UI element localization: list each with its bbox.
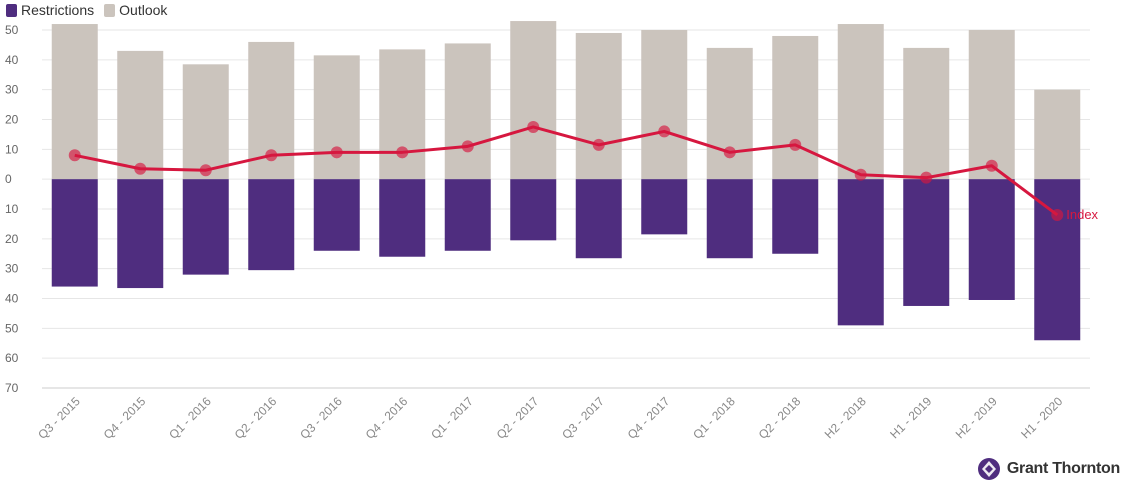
- x-axis: Q3 - 2015 Q4 - 2015 Q1 - 2016 Q2 - 2016 Q3 -…: [35, 387, 1090, 442]
- restrictions-bar[interactable]: [117, 179, 164, 289]
- brand-logo: Grant Thornton: [977, 457, 1120, 481]
- legend-label-outlook: Outlook: [119, 2, 168, 18]
- x-tick-label: Q1 - 2017: [428, 394, 476, 442]
- index-line: Index: [68, 120, 1099, 222]
- restrictions-bar[interactable]: [641, 179, 688, 235]
- outlook-bar[interactable]: [182, 64, 229, 180]
- outlook-bar[interactable]: [444, 43, 491, 180]
- index-point[interactable]: [265, 149, 278, 162]
- restrictions-bar[interactable]: [772, 179, 819, 254]
- outlook-bar[interactable]: [641, 30, 688, 180]
- restrictions-bar[interactable]: [575, 179, 622, 259]
- index-point[interactable]: [920, 171, 933, 184]
- x-tick-label: Q3 - 2015: [35, 394, 83, 442]
- bars: [51, 21, 1081, 341]
- x-tick-label: Q2 - 2016: [232, 394, 280, 442]
- index-point[interactable]: [854, 168, 867, 181]
- outlook-bar[interactable]: [706, 47, 753, 180]
- outlook-bar[interactable]: [379, 49, 426, 180]
- y-tick-label: 50: [5, 23, 19, 37]
- index-point[interactable]: [985, 159, 998, 172]
- y-tick-label: 10: [5, 142, 19, 156]
- restrictions-bar[interactable]: [1034, 179, 1081, 341]
- x-tick-label: Q3 - 2017: [559, 394, 607, 442]
- x-tick-label: Q2 - 2018: [756, 394, 804, 442]
- index-series-line: [74, 125, 1059, 217]
- restrictions-bar[interactable]: [248, 179, 295, 271]
- index-point[interactable]: [68, 149, 81, 162]
- y-tick-label: 40: [5, 53, 19, 67]
- y-tick-label: 60: [5, 351, 19, 365]
- chart-legend: Restrictions Outlook: [6, 1, 167, 19]
- grant-thornton-logo-icon: [977, 458, 1000, 480]
- y-tick-label: 40: [5, 292, 19, 306]
- index-point[interactable]: [789, 138, 802, 151]
- y-tick-label: 50: [5, 321, 19, 335]
- restrictions-bar[interactable]: [968, 179, 1015, 300]
- index-point[interactable]: [396, 146, 409, 159]
- index-point[interactable]: [592, 138, 605, 151]
- brand-name: Grant Thornton: [1006, 460, 1120, 477]
- x-tick-label: H2 - 2018: [822, 394, 869, 441]
- outlook-bar[interactable]: [117, 50, 164, 180]
- x-tick-label: Q4 - 2015: [101, 394, 149, 442]
- x-tick-label: H1 - 2019: [887, 394, 934, 441]
- x-tick-label: Q1 - 2016: [166, 394, 214, 442]
- legend-swatch-outlook: [104, 3, 116, 17]
- x-tick-label: Q2 - 2017: [494, 394, 542, 442]
- restrictions-bar[interactable]: [313, 179, 360, 251]
- x-tick-label: Q4 - 2017: [625, 394, 673, 442]
- outlook-bar[interactable]: [575, 32, 622, 180]
- x-tick-label: Q1 - 2018: [690, 394, 738, 442]
- y-axis: 50 40 30 20 10 0 10 20 30 40 50 60 70: [5, 23, 19, 395]
- legend-swatch-restrictions: [6, 3, 17, 17]
- y-tick-label: 70: [5, 381, 19, 395]
- index-series-label: Index: [1066, 207, 1098, 222]
- outlook-bar[interactable]: [1034, 89, 1081, 180]
- outlook-bar[interactable]: [903, 47, 950, 180]
- restrictions-bar[interactable]: [182, 179, 229, 275]
- restrictions-bar[interactable]: [837, 179, 884, 326]
- x-tick-label: H1 - 2020: [1018, 394, 1065, 441]
- index-point[interactable]: [723, 146, 736, 159]
- restrictions-bar[interactable]: [379, 179, 426, 257]
- x-tick-label: Q3 - 2016: [297, 394, 345, 442]
- y-tick-label: 30: [5, 262, 19, 276]
- restrictions-bar[interactable]: [706, 179, 753, 259]
- index-point[interactable]: [330, 146, 343, 159]
- restrictions-bar[interactable]: [51, 179, 98, 287]
- outlook-bar[interactable]: [313, 55, 360, 180]
- index-point[interactable]: [134, 162, 147, 175]
- outlook-bar[interactable]: [837, 24, 884, 180]
- outlook-bar[interactable]: [968, 30, 1015, 180]
- index-point[interactable]: [658, 125, 671, 138]
- y-tick-label: 0: [5, 172, 12, 186]
- outlook-bar[interactable]: [510, 21, 557, 180]
- y-tick-label: 20: [5, 232, 19, 246]
- index-point[interactable]: [1051, 208, 1064, 221]
- restrictions-bar[interactable]: [444, 179, 491, 251]
- y-tick-label: 10: [5, 202, 19, 216]
- y-tick-label: 20: [5, 113, 19, 127]
- index-point[interactable]: [527, 120, 540, 133]
- outlook-bar[interactable]: [772, 35, 819, 180]
- x-tick-label: H2 - 2019: [953, 394, 1000, 441]
- y-tick-label: 30: [5, 83, 19, 97]
- index-point[interactable]: [461, 140, 474, 153]
- legend-item-restrictions[interactable]: Restrictions: [6, 2, 94, 18]
- restrictions-bar[interactable]: [903, 179, 950, 306]
- legend-label-restrictions: Restrictions: [21, 2, 95, 18]
- index-point[interactable]: [199, 164, 212, 177]
- restrictions-bar[interactable]: [510, 179, 557, 241]
- x-tick-label: Q4 - 2016: [363, 394, 411, 442]
- legend-item-outlook[interactable]: Outlook: [104, 2, 167, 18]
